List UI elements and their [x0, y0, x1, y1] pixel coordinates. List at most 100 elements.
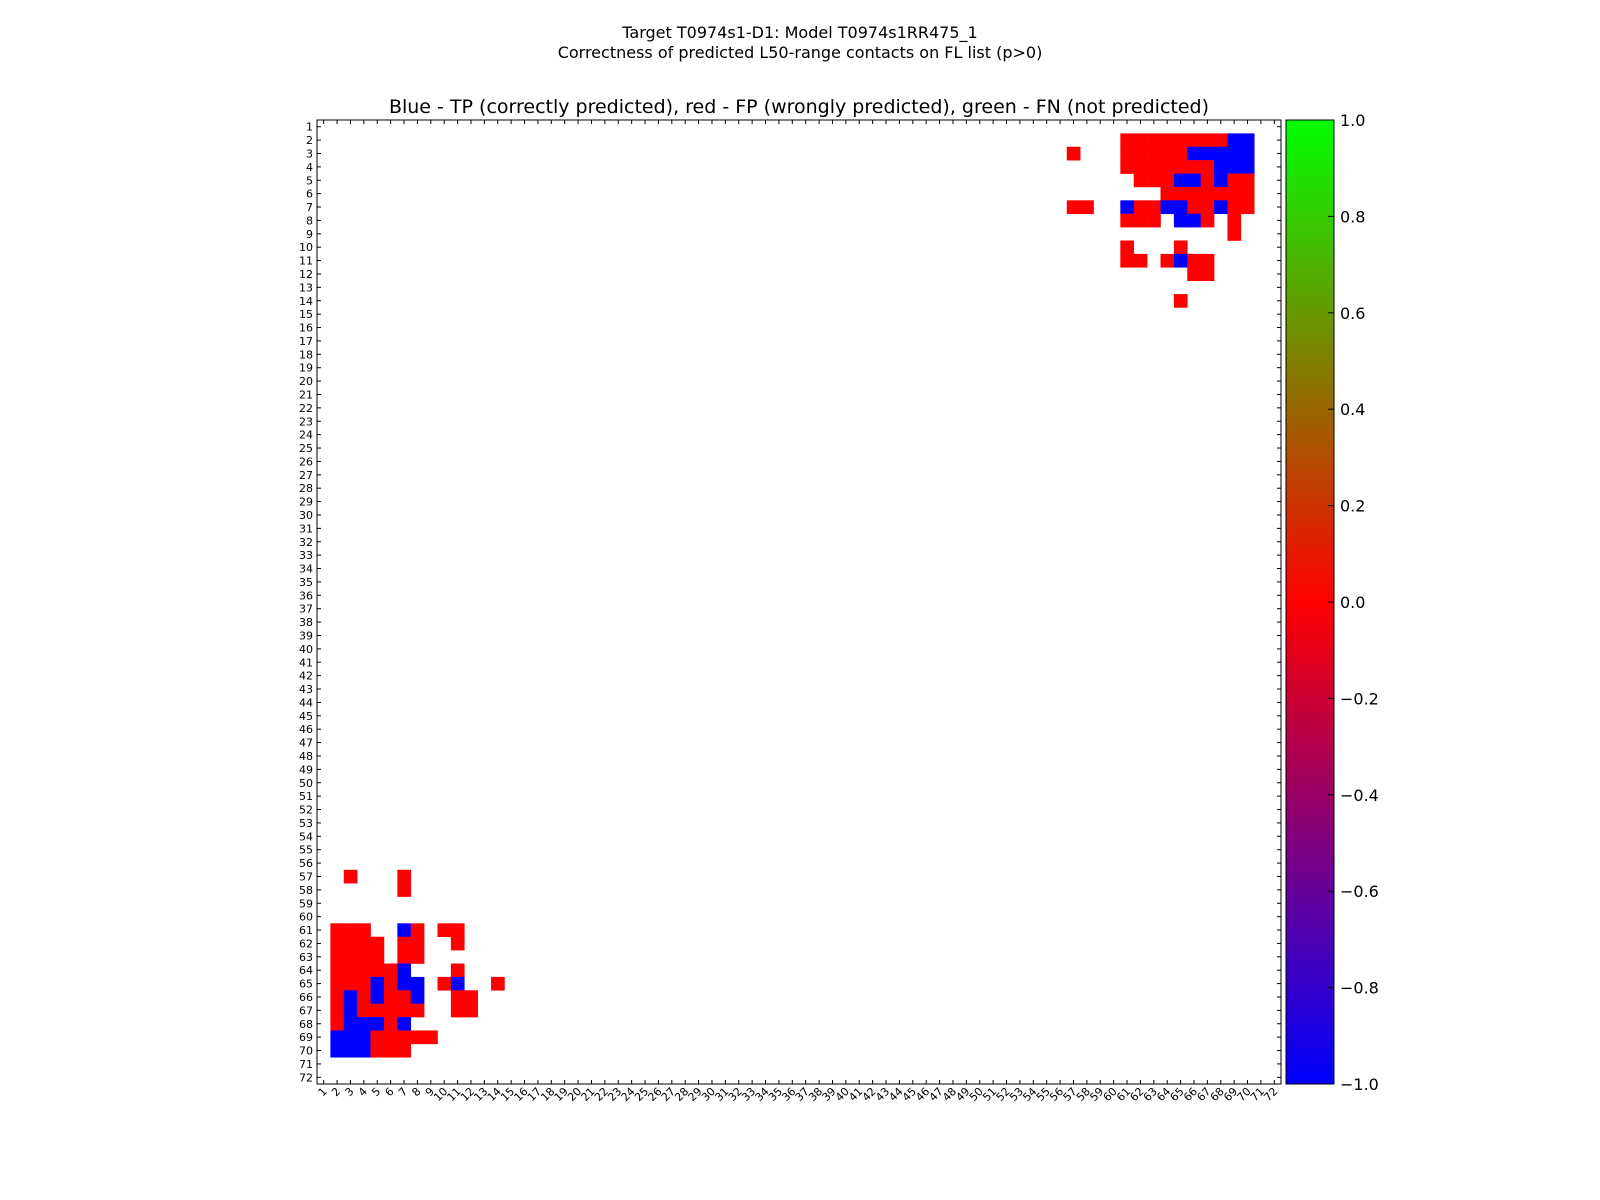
y-tick-label: 16 — [299, 322, 313, 335]
cell-fp-67-2 — [330, 1003, 345, 1018]
cell-fp-66-7 — [397, 990, 412, 1004]
cell-fp-7-63 — [1147, 200, 1161, 215]
cell-tp-69-4 — [357, 1030, 371, 1045]
cell-fp-67-4 — [357, 1003, 371, 1018]
cell-fp-62-8 — [410, 936, 425, 951]
cell-tp-69-2 — [330, 1030, 345, 1045]
cell-fp-6-64 — [1160, 186, 1175, 201]
cell-tp-65-11 — [450, 976, 465, 991]
cell-tp-5-68 — [1214, 173, 1228, 188]
y-tick-label: 53 — [299, 817, 313, 830]
cell-fp-6-66 — [1187, 186, 1201, 201]
y-tick-label: 41 — [299, 656, 313, 669]
cell-tp-11-65 — [1173, 253, 1188, 268]
cell-fp-4-62 — [1133, 160, 1148, 174]
x-tick-label: 72 — [1261, 1085, 1280, 1104]
cell-fp-65-3 — [343, 976, 358, 991]
y-tick-label: 39 — [299, 629, 313, 642]
cell-fp-2-67 — [1200, 133, 1215, 148]
cell-fp-9-69 — [1227, 227, 1242, 241]
colorbar-tick-label: 0.8 — [1340, 207, 1365, 226]
cell-tp-7-61 — [1120, 200, 1135, 215]
cell-fp-6-68 — [1214, 186, 1228, 201]
cell-fp-2-66 — [1187, 133, 1201, 148]
cell-fp-65-6 — [383, 976, 398, 991]
cell-tp-65-7 — [397, 976, 412, 991]
cell-tp-7-68 — [1214, 200, 1228, 215]
cell-fp-65-10 — [437, 976, 452, 991]
cell-tp-67-3 — [343, 1003, 358, 1018]
cell-tp-4-70 — [1240, 160, 1255, 174]
contact-cells — [330, 133, 1255, 1058]
cell-fp-8-63 — [1147, 213, 1161, 228]
cell-fp-69-9 — [424, 1030, 438, 1045]
cell-fp-62-2 — [330, 936, 345, 951]
y-tick-label: 44 — [299, 696, 313, 709]
cell-fp-10-65 — [1173, 240, 1188, 255]
cell-fp-8-61 — [1120, 213, 1135, 228]
y-tick-label: 22 — [299, 402, 313, 415]
cell-fp-4-65 — [1173, 160, 1188, 174]
cell-fp-62-4 — [357, 936, 371, 951]
y-tick-label: 42 — [299, 670, 313, 683]
y-tick-label: 3 — [306, 147, 313, 160]
cell-fp-5-67 — [1200, 173, 1215, 188]
cell-tp-68-5 — [370, 1017, 385, 1031]
cell-tp-7-64 — [1160, 200, 1175, 215]
cell-fp-2-62 — [1133, 133, 1148, 148]
cell-fp-65-4 — [357, 976, 371, 991]
cell-fp-63-2 — [330, 950, 345, 964]
cell-fp-11-64 — [1160, 253, 1175, 268]
cell-fp-4-67 — [1200, 160, 1215, 174]
cell-fp-66-4 — [357, 990, 371, 1004]
cell-fp-6-67 — [1200, 186, 1215, 201]
x-tick-label: 8 — [409, 1085, 423, 1099]
cell-fp-62-5 — [370, 936, 385, 951]
cell-fp-62-7 — [397, 936, 412, 951]
cell-fp-4-64 — [1160, 160, 1175, 174]
y-tick-label: 10 — [299, 241, 313, 254]
cell-fp-62-11 — [450, 936, 465, 951]
cell-fp-14-65 — [1173, 294, 1188, 308]
y-tick-label: 57 — [299, 870, 313, 883]
y-tick-label: 31 — [299, 522, 313, 535]
cell-fp-62-3 — [343, 936, 358, 951]
cell-fp-64-6 — [383, 963, 398, 978]
cell-fp-61-10 — [437, 923, 452, 938]
cell-fp-8-62 — [1133, 213, 1148, 228]
cell-fp-67-11 — [450, 1003, 465, 1018]
plot-frame — [316, 119, 1282, 1085]
cell-fp-2-64 — [1160, 133, 1175, 148]
cell-tp-68-4 — [357, 1017, 371, 1031]
cell-tp-3-66 — [1187, 146, 1201, 161]
cell-fp-70-6 — [383, 1043, 398, 1058]
cell-fp-2-63 — [1147, 133, 1161, 148]
cell-tp-4-68 — [1214, 160, 1228, 174]
y-tick-label: 23 — [299, 415, 313, 428]
figure-title-line-2: Correctness of predicted L50-range conta… — [557, 43, 1043, 62]
y-tick-label: 56 — [299, 857, 313, 870]
cell-fp-63-4 — [357, 950, 371, 964]
y-tick-label: 45 — [299, 710, 313, 723]
colorbar-tick-label: −0.6 — [1340, 882, 1379, 901]
cell-tp-65-8 — [410, 976, 425, 991]
cell-fp-2-68 — [1214, 133, 1228, 148]
y-tick-label: 12 — [299, 268, 313, 281]
y-axis: 1234567891011121314151617181920212223242… — [299, 121, 1281, 1084]
cell-fp-5-70 — [1240, 173, 1255, 188]
y-tick-label: 2 — [306, 134, 313, 147]
y-tick-label: 51 — [299, 790, 313, 803]
cell-fp-70-7 — [397, 1043, 412, 1058]
y-tick-label: 7 — [306, 201, 313, 214]
colorbar-tick-label: −0.8 — [1340, 979, 1379, 998]
y-tick-label: 59 — [299, 897, 313, 910]
y-tick-label: 32 — [299, 536, 313, 549]
cell-fp-2-65 — [1173, 133, 1188, 148]
y-tick-label: 25 — [299, 442, 313, 455]
cell-tp-69-3 — [343, 1030, 358, 1045]
cell-fp-58-7 — [397, 883, 412, 897]
colorbar — [1285, 119, 1335, 1085]
cell-fp-65-14 — [491, 976, 505, 991]
y-tick-label: 72 — [299, 1071, 313, 1084]
cell-fp-63-7 — [397, 950, 412, 964]
